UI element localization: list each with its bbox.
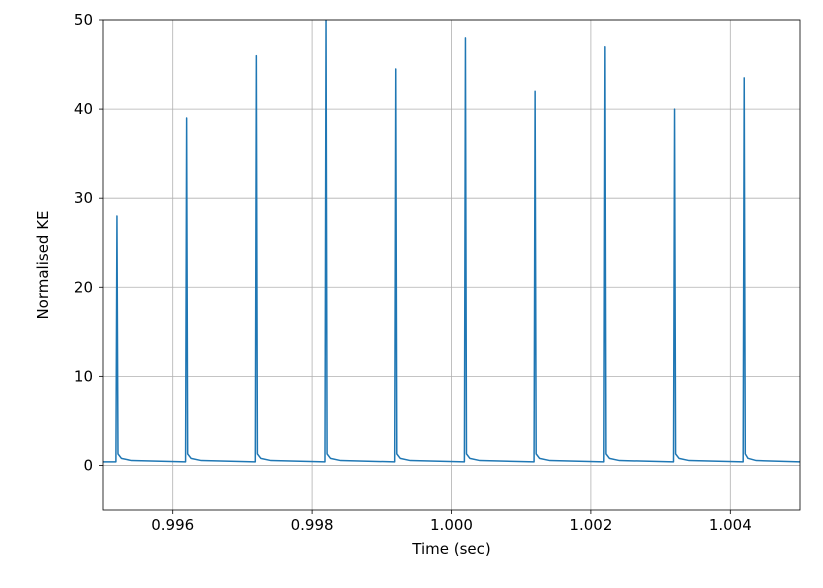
y-tick-label: 0 — [83, 456, 93, 474]
chart-container: 0.996 0.998 1.000 1.002 1.004 0 10 20 30 40 50 Time… — [0, 0, 823, 588]
x-tick-label: 1.004 — [709, 516, 752, 534]
line-chart: 0.996 0.998 1.000 1.002 1.004 0 10 20 30 40 50 Time… — [0, 0, 823, 588]
y-tick-label: 10 — [74, 367, 93, 385]
x-axis-label: Time (sec) — [411, 540, 490, 558]
y-tick-label: 40 — [74, 100, 93, 118]
x-tick-label: 0.998 — [291, 516, 334, 534]
y-axis-label: Normalised KE — [34, 210, 52, 319]
x-tick-label: 1.002 — [569, 516, 612, 534]
y-tick-label: 30 — [74, 189, 93, 207]
x-tick-label: 0.996 — [151, 516, 194, 534]
y-tick-label: 50 — [74, 11, 93, 29]
y-tick-label: 20 — [74, 278, 93, 296]
x-tick-label: 1.000 — [430, 516, 473, 534]
